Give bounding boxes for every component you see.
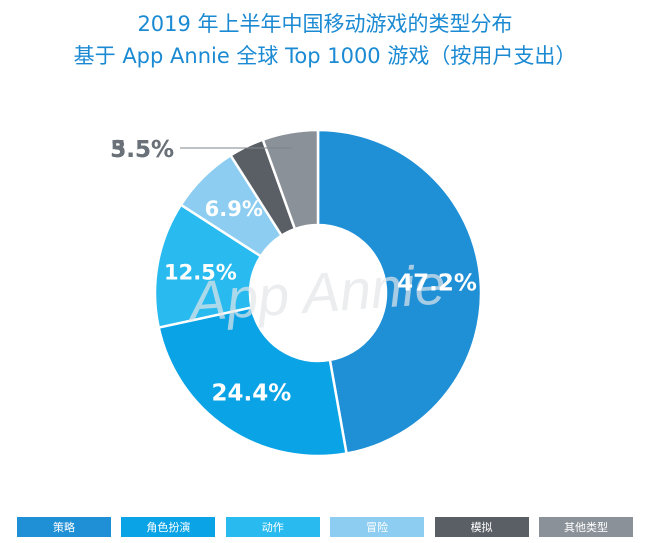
slice-label-角色扮演: 24.4% (212, 380, 292, 406)
slice-label-动作: 12.5% (164, 261, 237, 285)
donut-slice-其他类型 (261, 128, 320, 231)
legend-item-模拟: 模拟 (434, 517, 529, 537)
legend-item-策略: 策略 (17, 517, 111, 537)
slice-label-策略: 47.2% (397, 271, 477, 297)
chart-title: 2019 年上半年中国移动游戏的类型分布 (137, 12, 513, 36)
donut-slice-动作 (153, 203, 263, 330)
legend-item-动作: 动作 (225, 517, 320, 537)
legend-item-其他类型: 其他类型 (538, 517, 633, 537)
slice-label-其他类型: 5.5% (110, 137, 174, 163)
donut-slice-角色扮演 (157, 305, 348, 458)
chart-subtitle: 基于 App Annie 全球 Top 1000 游戏（按用户支出） (73, 44, 577, 68)
donut-chart: App Annie 47.2%24.4%12.5%6.9% 3.5%5.5% (110, 128, 483, 458)
slice-label-冒险: 6.9% (205, 197, 263, 221)
legend-item-角色扮演: 角色扮演 (121, 517, 216, 537)
donut-slice-策略 (316, 128, 483, 455)
legend: 策略 角色扮演 动作 冒险 模拟 其他类型 (17, 517, 633, 537)
legend-item-冒险: 冒险 (330, 517, 425, 537)
slice-label-模拟: 3.5% (110, 137, 174, 163)
